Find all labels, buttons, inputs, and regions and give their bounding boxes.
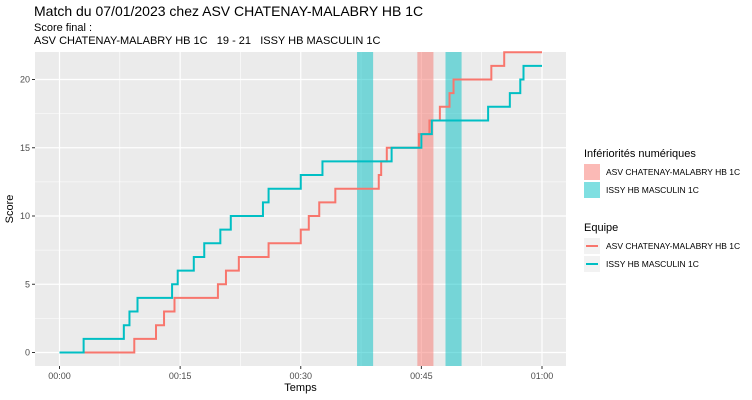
inferiority-period-1 bbox=[417, 52, 434, 366]
y-tick-label: 20 bbox=[20, 75, 30, 85]
y-tick-label: 10 bbox=[20, 211, 30, 221]
y-axis-title: Score bbox=[4, 195, 16, 224]
chart-subtitle-label: Score final : bbox=[34, 22, 93, 34]
series-line-1 bbox=[59, 64, 542, 354]
x-axis-title: Temps bbox=[284, 382, 317, 394]
shade-legend-key bbox=[584, 164, 600, 180]
series-line-0 bbox=[59, 51, 542, 354]
line-legend-label: ISSY HB MASCULIN 1C bbox=[606, 259, 699, 269]
x-tick-label: 01:00 bbox=[531, 371, 554, 381]
x-tick-label: 00:30 bbox=[289, 371, 312, 381]
inferiority-period-2 bbox=[445, 52, 462, 366]
x-tick-label: 00:15 bbox=[169, 371, 192, 381]
y-tick-label: 5 bbox=[25, 279, 30, 289]
x-tick-label: 00:45 bbox=[410, 371, 433, 381]
shade-legend-label: ISSY HB MASCULIN 1C bbox=[606, 185, 699, 195]
y-tick-label: 15 bbox=[20, 143, 30, 153]
shade-legend-label: ASV CHATENAY-MALABRY HB 1C bbox=[606, 167, 740, 177]
y-tick-label: 0 bbox=[25, 348, 30, 358]
x-tick-label: 00:00 bbox=[48, 371, 71, 381]
chart-subtitle-score: ASV CHATENAY-MALABRY HB 1C 19 - 21 ISSY … bbox=[34, 35, 381, 47]
inferiority-period-0 bbox=[357, 52, 374, 366]
shade-legend-title: Infériorités numériques bbox=[584, 148, 696, 160]
chart-title: Match du 07/01/2023 chez ASV CHATENAY-MA… bbox=[34, 3, 424, 19]
line-legend-title: Equipe bbox=[584, 222, 618, 234]
line-legend-label: ASV CHATENAY-MALABRY HB 1C bbox=[606, 241, 740, 251]
shade-legend-key bbox=[584, 182, 600, 198]
